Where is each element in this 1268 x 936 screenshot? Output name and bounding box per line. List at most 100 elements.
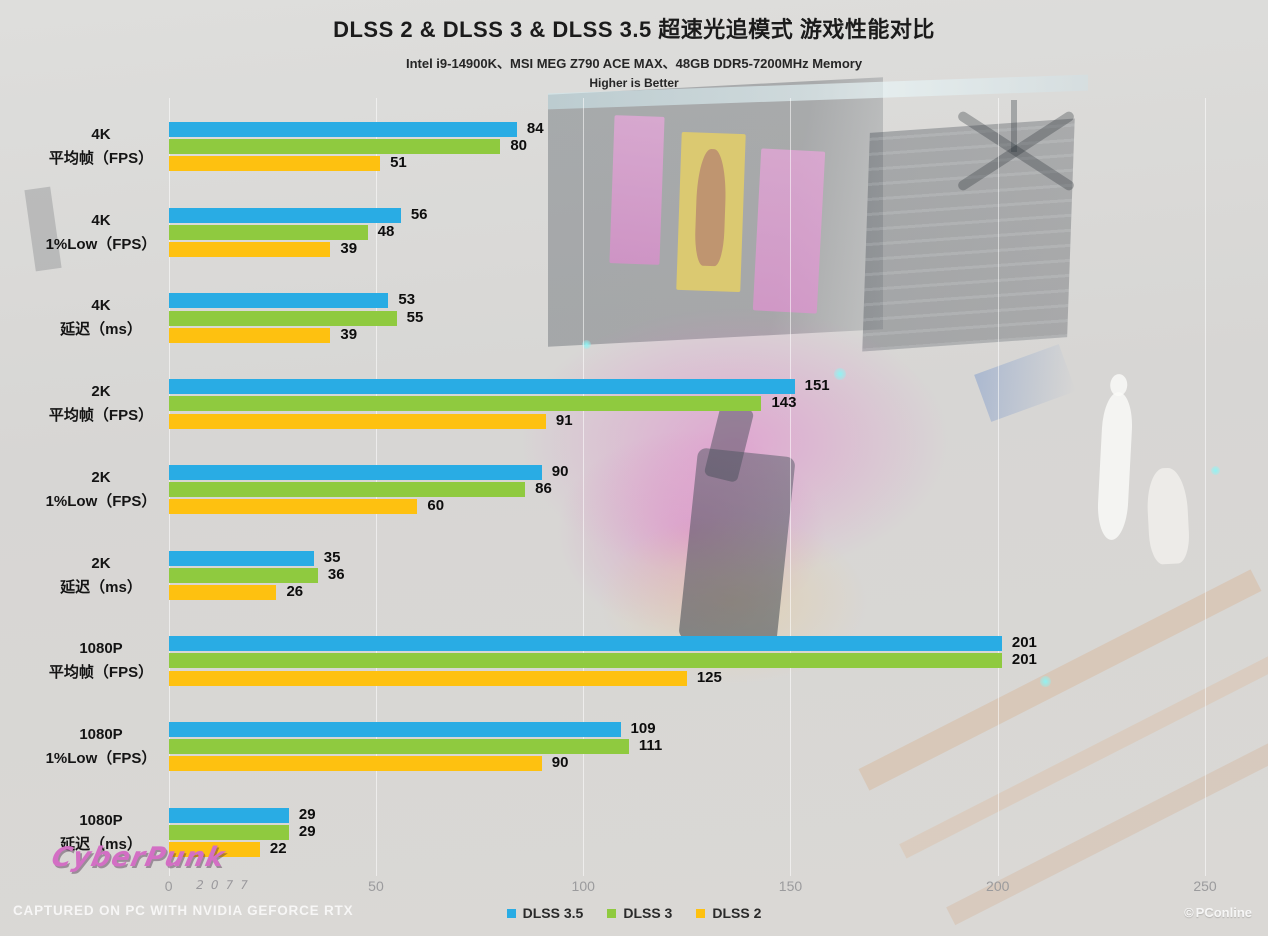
gridline	[1205, 98, 1206, 876]
bar-dlss35	[168, 464, 542, 480]
bar-value-label: 86	[535, 480, 552, 497]
bar-value-label: 51	[390, 154, 407, 172]
bar-value-label: 26	[286, 582, 304, 600]
bar-value-label: 39	[340, 240, 358, 258]
bar-dlss3	[168, 739, 629, 755]
higher-is-better-note: Higher is Better	[589, 76, 679, 90]
bar-dlss2	[168, 670, 687, 686]
bar-dlss2	[168, 584, 277, 600]
gridline	[583, 98, 585, 876]
cyberpunk-logo-2077: 2077	[194, 878, 257, 892]
bar-value-label: 201	[1011, 651, 1037, 669]
category-resolution: 2K	[91, 383, 111, 401]
pconline-watermark-text: PConline	[1195, 905, 1252, 920]
category-metric: 平均帧（FPS）	[48, 150, 154, 167]
bar-dlss2	[168, 413, 546, 429]
cyberpunk-logo: CyberPunk 2077	[49, 842, 256, 892]
category-metric: 延迟（ms）	[60, 578, 142, 596]
x-tick-label: 250	[1193, 878, 1217, 894]
bar-dlss2	[168, 842, 260, 857]
bar-dlss3	[168, 482, 526, 497]
bg-cyan-glint	[834, 368, 846, 380]
bar-dlss3	[168, 653, 1002, 669]
bar-value-label: 201	[1011, 634, 1037, 652]
category-metric: 延迟（ms）	[60, 321, 142, 339]
bar-dlss3	[168, 567, 318, 583]
bar-dlss3	[168, 396, 762, 412]
chart-title: DLSS 2 & DLSS 3 & DLSS 3.5 超速光追模式 游戏性能对比	[333, 17, 935, 42]
category-label: 1080P 1%Low（FPS）	[42, 718, 160, 776]
category-resolution: 4K	[91, 126, 111, 143]
legend-item-dlss35: DLSS 3.5	[506, 905, 584, 921]
category-metric: 平均帧（FPS）	[48, 407, 154, 425]
bar-value-label: 22	[269, 840, 287, 857]
x-tick-label: 0	[164, 878, 173, 894]
legend-swatch-dlss2	[696, 908, 706, 918]
bar-value-label: 109	[630, 719, 656, 737]
x-tick-label: 50	[368, 878, 384, 894]
bar-value-label: 55	[406, 308, 424, 326]
bar-dlss35	[168, 550, 314, 566]
legend-item-dlss3: DLSS 3	[607, 905, 672, 921]
x-tick-label: 150	[778, 878, 803, 894]
category-resolution: 1080P	[79, 811, 123, 829]
bar-dlss3	[168, 824, 289, 840]
bar-value-label: 84	[526, 120, 544, 137]
captured-on-pc-text: CAPTURED ON PC WITH NVIDIA GEFORCE RTX	[13, 903, 354, 918]
category-resolution: 1080P	[79, 640, 123, 658]
legend-swatch-dlss3	[607, 908, 617, 918]
bar-dlss35	[168, 636, 1002, 652]
bar-dlss2	[168, 499, 418, 515]
bg-cyan-glint	[582, 340, 591, 349]
bar-value-label: 53	[398, 291, 416, 309]
bar-dlss35	[168, 807, 289, 823]
bar-dlss2	[168, 156, 381, 172]
x-tick-label: 200	[986, 878, 1010, 894]
category-resolution: 2K	[91, 554, 111, 572]
bar-dlss3	[168, 224, 368, 240]
category-metric: 1%Low（FPS）	[45, 235, 157, 253]
legend-swatch-dlss35	[506, 908, 516, 918]
legend-item-dlss2: DLSS 2	[696, 905, 761, 921]
category-label: 4K 延迟（ms）	[42, 289, 160, 347]
bar-dlss2	[168, 327, 331, 343]
bg-ceiling-fan	[1011, 100, 1017, 152]
bar-value-label: 35	[323, 548, 341, 566]
category-label: 4K 平均帧（FPS）	[42, 118, 160, 176]
category-metric: 1%Low（FPS）	[45, 492, 157, 510]
category-metric: 延迟（ms）	[60, 835, 142, 853]
category-resolution: 1080P	[79, 725, 123, 743]
bar-value-label: 48	[377, 222, 395, 240]
bar-dlss3	[168, 310, 397, 326]
bg-cyan-glint	[1040, 676, 1051, 687]
category-resolution: 4K	[91, 297, 111, 315]
legend-label: DLSS 3.5	[522, 905, 584, 921]
bar-value-label: 143	[771, 394, 797, 412]
category-label: 2K 延迟（ms）	[42, 547, 160, 605]
category-label: 1080P 平均帧（FPS）	[42, 632, 160, 690]
bg-cyan-glint	[1211, 466, 1220, 475]
category-metric: 1%Low（FPS）	[45, 749, 157, 767]
category-label: 2K 平均帧（FPS）	[42, 375, 160, 433]
title-block: DLSS 2 & DLSS 3 & DLSS 3.5 超速光追模式 游戏性能对比…	[0, 12, 1268, 90]
bar-value-label: 36	[327, 565, 345, 583]
pconline-watermark: © PConline	[1184, 905, 1252, 920]
legend: DLSS 3.5 DLSS 3 DLSS 2	[0, 905, 1268, 921]
category-label: 4K 1%Low（FPS）	[42, 204, 160, 262]
legend-label: DLSS 3	[623, 905, 673, 921]
bar-value-label: 60	[427, 497, 445, 515]
bar-value-label: 90	[551, 754, 569, 772]
category-metric: 平均帧（FPS）	[48, 664, 154, 682]
legend-label: DLSS 2	[712, 905, 762, 921]
bar-dlss3	[168, 139, 501, 155]
bar-value-label: 39	[340, 325, 358, 343]
bar-dlss35	[168, 207, 401, 223]
bar-dlss35	[168, 379, 795, 395]
bar-value-label: 111	[638, 737, 663, 755]
category-resolution: 4K	[91, 211, 111, 229]
chart-subtitle: Intel i9-14900K、MSI MEG Z790 ACE MAX、48G…	[405, 56, 863, 71]
bar-value-label: 91	[555, 411, 573, 429]
